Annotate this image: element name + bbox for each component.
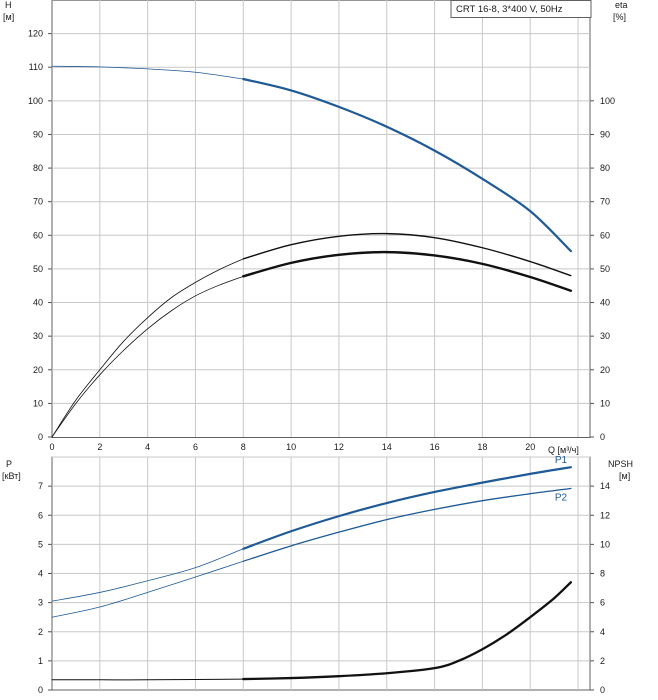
eta-lower-line: [242, 250, 573, 292]
power-tick-label: 5: [38, 539, 43, 549]
p2-line-thin: [51, 560, 244, 618]
npsh-axis-title: NPSH: [608, 459, 633, 469]
eta-tick-label: 30: [600, 331, 610, 341]
eta-tick-label: 10: [600, 398, 610, 408]
top-plot-frame: [51, 0, 591, 438]
q-tick-label: 20: [525, 442, 535, 452]
q-tick-label: 4: [145, 442, 150, 452]
q-tick-label: 18: [477, 442, 487, 452]
head-line-thin: [51, 65, 244, 80]
head-tick-label: 50: [33, 264, 43, 274]
eta-axis-unit: [%]: [613, 12, 626, 22]
q-tick-label: 16: [430, 442, 440, 452]
npsh-tick-label: 12: [600, 510, 610, 520]
eta-tick-label: 40: [600, 298, 610, 308]
eta-tick-label: 100: [600, 96, 615, 106]
power-tick-label: 0: [38, 685, 43, 695]
npsh-tick-label: 14: [600, 481, 610, 491]
npsh-line-thin: [51, 678, 244, 681]
power-tick-label: 3: [38, 598, 43, 608]
head-tick-label: 60: [33, 230, 43, 240]
npsh-tick-label: 6: [600, 598, 605, 608]
q-axis-title: Q [м³/ч]: [548, 445, 579, 455]
power-tick-label: 6: [38, 510, 43, 520]
head-tick-label: 10: [33, 398, 43, 408]
head-axis-unit: [м]: [3, 12, 14, 22]
eta-tick-label: 70: [600, 197, 610, 207]
p1-line: [242, 466, 572, 550]
head-tick-label: 110: [29, 62, 43, 72]
head-tick-label: 120: [28, 29, 43, 39]
eta-tick-label: 20: [600, 365, 610, 375]
npsh-tick-label: 4: [600, 627, 605, 637]
power-tick-label: 7: [38, 481, 43, 491]
npsh-line: [242, 581, 573, 681]
power-axis-title: P: [6, 459, 12, 469]
eta-upper-line-thin: [51, 258, 244, 438]
eta-tick-label: 50: [600, 264, 610, 274]
q-tick-label: 14: [382, 442, 392, 452]
p2-line: [242, 487, 572, 562]
q-tick-label: 2: [97, 442, 102, 452]
q-tick-label: 10: [286, 442, 296, 452]
power-tick-label: 4: [38, 569, 43, 579]
head-tick-label: 90: [33, 129, 43, 139]
npsh-tick-label: 0: [600, 685, 605, 695]
head-tick-label: 0: [38, 432, 43, 442]
labels-layer: P1 P2: [555, 455, 568, 503]
head-axis-title: H: [5, 0, 12, 10]
eta-lower-line-thin: [51, 275, 244, 438]
chart-title: CRT 16-8, 3*400 V, 50Hz: [456, 4, 563, 15]
q-tick-label: 0: [49, 442, 54, 452]
eta-axis-title: eta: [615, 0, 628, 10]
series-label-p2: P2: [555, 492, 568, 503]
head-tick-label: 20: [33, 365, 43, 375]
chart-title-frame: [450, 0, 592, 18]
head-tick-label: 30: [33, 331, 43, 341]
eta-upper-line: [242, 232, 572, 277]
power-tick-label: 2: [38, 627, 43, 637]
head-tick-label: 100: [28, 96, 43, 106]
curves-layer: [51, 65, 573, 681]
npsh-tick-label: 2: [600, 656, 605, 666]
p1-line-thin: [51, 548, 244, 602]
chart-title-box: CRT 16-8, 3*400 V, 50Hz: [450, 0, 592, 18]
power-tick-label: 1: [38, 656, 43, 666]
head-line: [242, 77, 572, 253]
eta-tick-label: 0: [600, 432, 605, 442]
npsh-tick-label: 10: [600, 539, 610, 549]
eta-tick-label: 60: [600, 230, 610, 240]
npsh-tick-label: 8: [600, 569, 605, 579]
npsh-axis-unit: [м]: [619, 471, 630, 481]
head-tick-label: 70: [33, 197, 43, 207]
eta-tick-label: 80: [600, 163, 610, 173]
power-axis-unit: [кВт]: [2, 471, 21, 481]
q-tick-label: 8: [241, 442, 246, 452]
series-label-p1: P1: [555, 455, 568, 466]
head-tick-label: 40: [33, 298, 43, 308]
q-tick-label: 12: [334, 442, 344, 452]
head-tick-label: 80: [33, 163, 43, 173]
q-tick-label: 6: [193, 442, 198, 452]
eta-tick-label: 90: [600, 129, 610, 139]
